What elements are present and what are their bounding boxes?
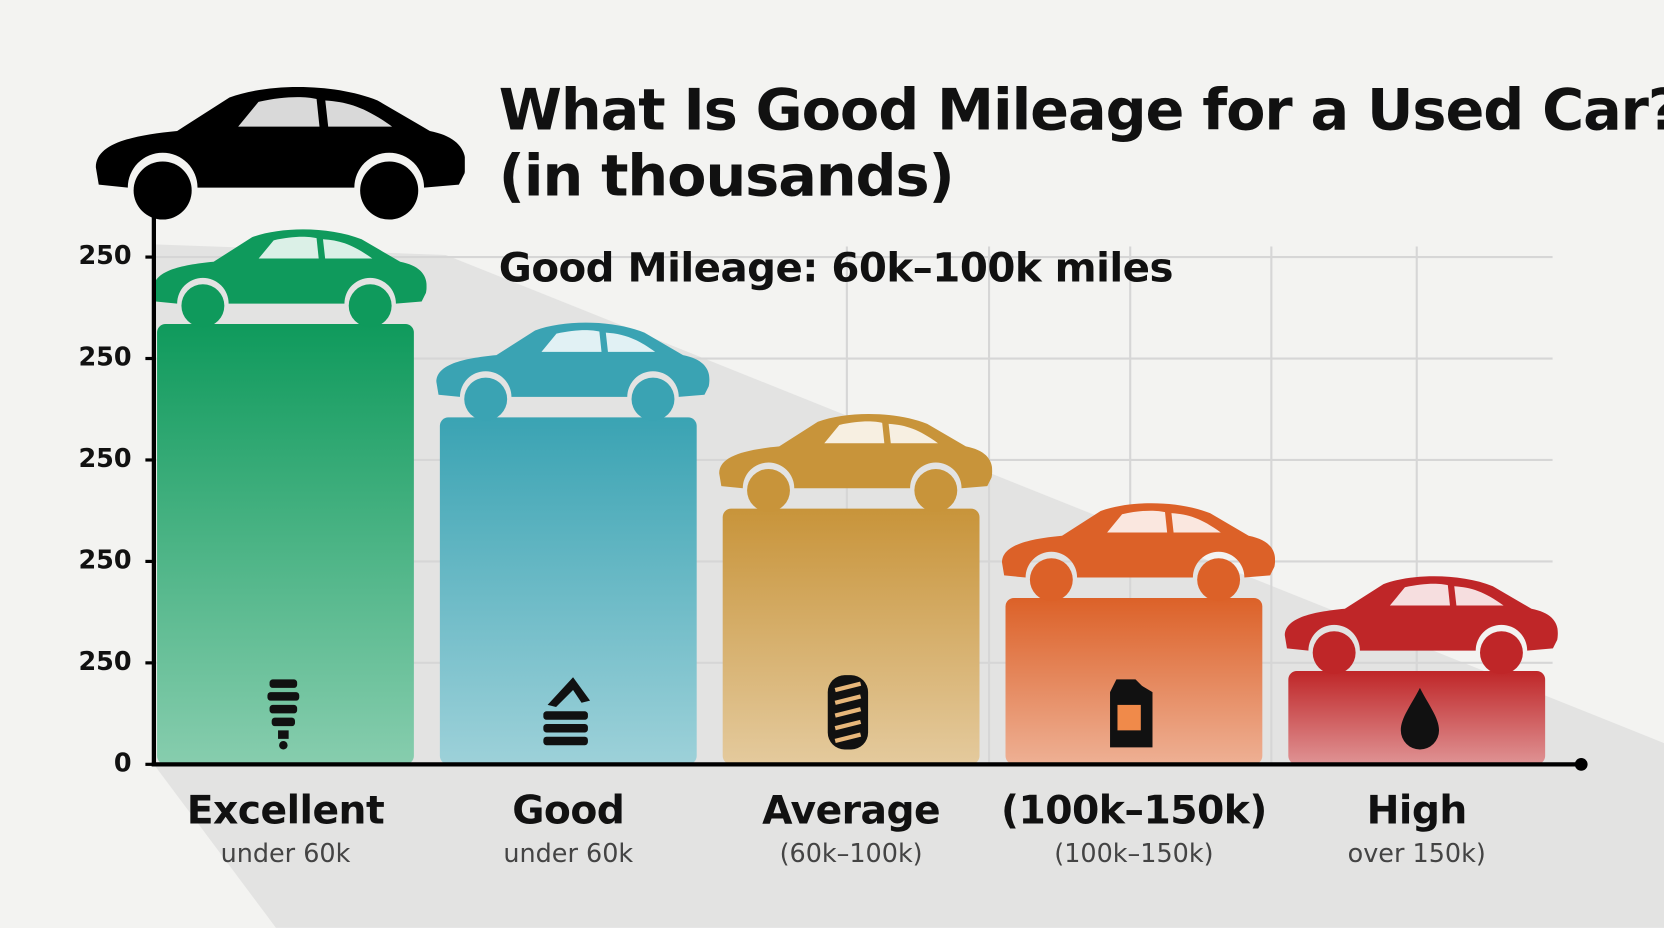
chart-title-line2: (in thousands) bbox=[499, 143, 954, 210]
x-tick-sublabel: (100k–150k) bbox=[1054, 839, 1213, 869]
y-tick-label: 250 bbox=[78, 545, 131, 575]
x-tick-sublabel: under 60k bbox=[503, 839, 633, 869]
chart-subtitle: Good Mileage: 60k–100k miles bbox=[499, 244, 1173, 291]
oil-can-icon bbox=[1110, 679, 1153, 748]
x-tick-label: (100k–150k) bbox=[1001, 789, 1267, 834]
axis-arrow bbox=[1574, 757, 1588, 771]
chart-title: What Is Good Mileage for a Used Car? bbox=[499, 77, 1664, 144]
x-tick-label: Excellent bbox=[187, 789, 384, 834]
y-tick-label: 250 bbox=[78, 444, 131, 474]
bar bbox=[722, 508, 980, 765]
header-car bbox=[95, 86, 465, 220]
x-tick-sublabel: over 150k) bbox=[1348, 839, 1486, 869]
bar bbox=[157, 324, 414, 765]
tire-icon bbox=[827, 675, 869, 750]
x-tick-label: Average bbox=[762, 789, 940, 834]
x-tick-sublabel: under 60k bbox=[221, 839, 351, 869]
oil-drop-icon bbox=[1400, 687, 1440, 750]
y-tick-label: 0 bbox=[114, 748, 132, 778]
y-tick-label: 250 bbox=[78, 647, 131, 677]
icons bbox=[267, 675, 1440, 750]
y-tick-label: 250 bbox=[78, 343, 131, 373]
labels: 0 250 250 250 250 250 Excellent under 60k Good un… bbox=[78, 241, 1485, 869]
brake-icon bbox=[543, 677, 591, 746]
y-tick-label: 250 bbox=[78, 241, 131, 271]
x-tick-label: High bbox=[1367, 789, 1467, 834]
x-tick-label: Good bbox=[512, 789, 624, 834]
bar bbox=[439, 417, 697, 765]
x-tick-sublabel: (60k–100k) bbox=[780, 839, 923, 869]
spark-plug-icon bbox=[267, 679, 300, 750]
